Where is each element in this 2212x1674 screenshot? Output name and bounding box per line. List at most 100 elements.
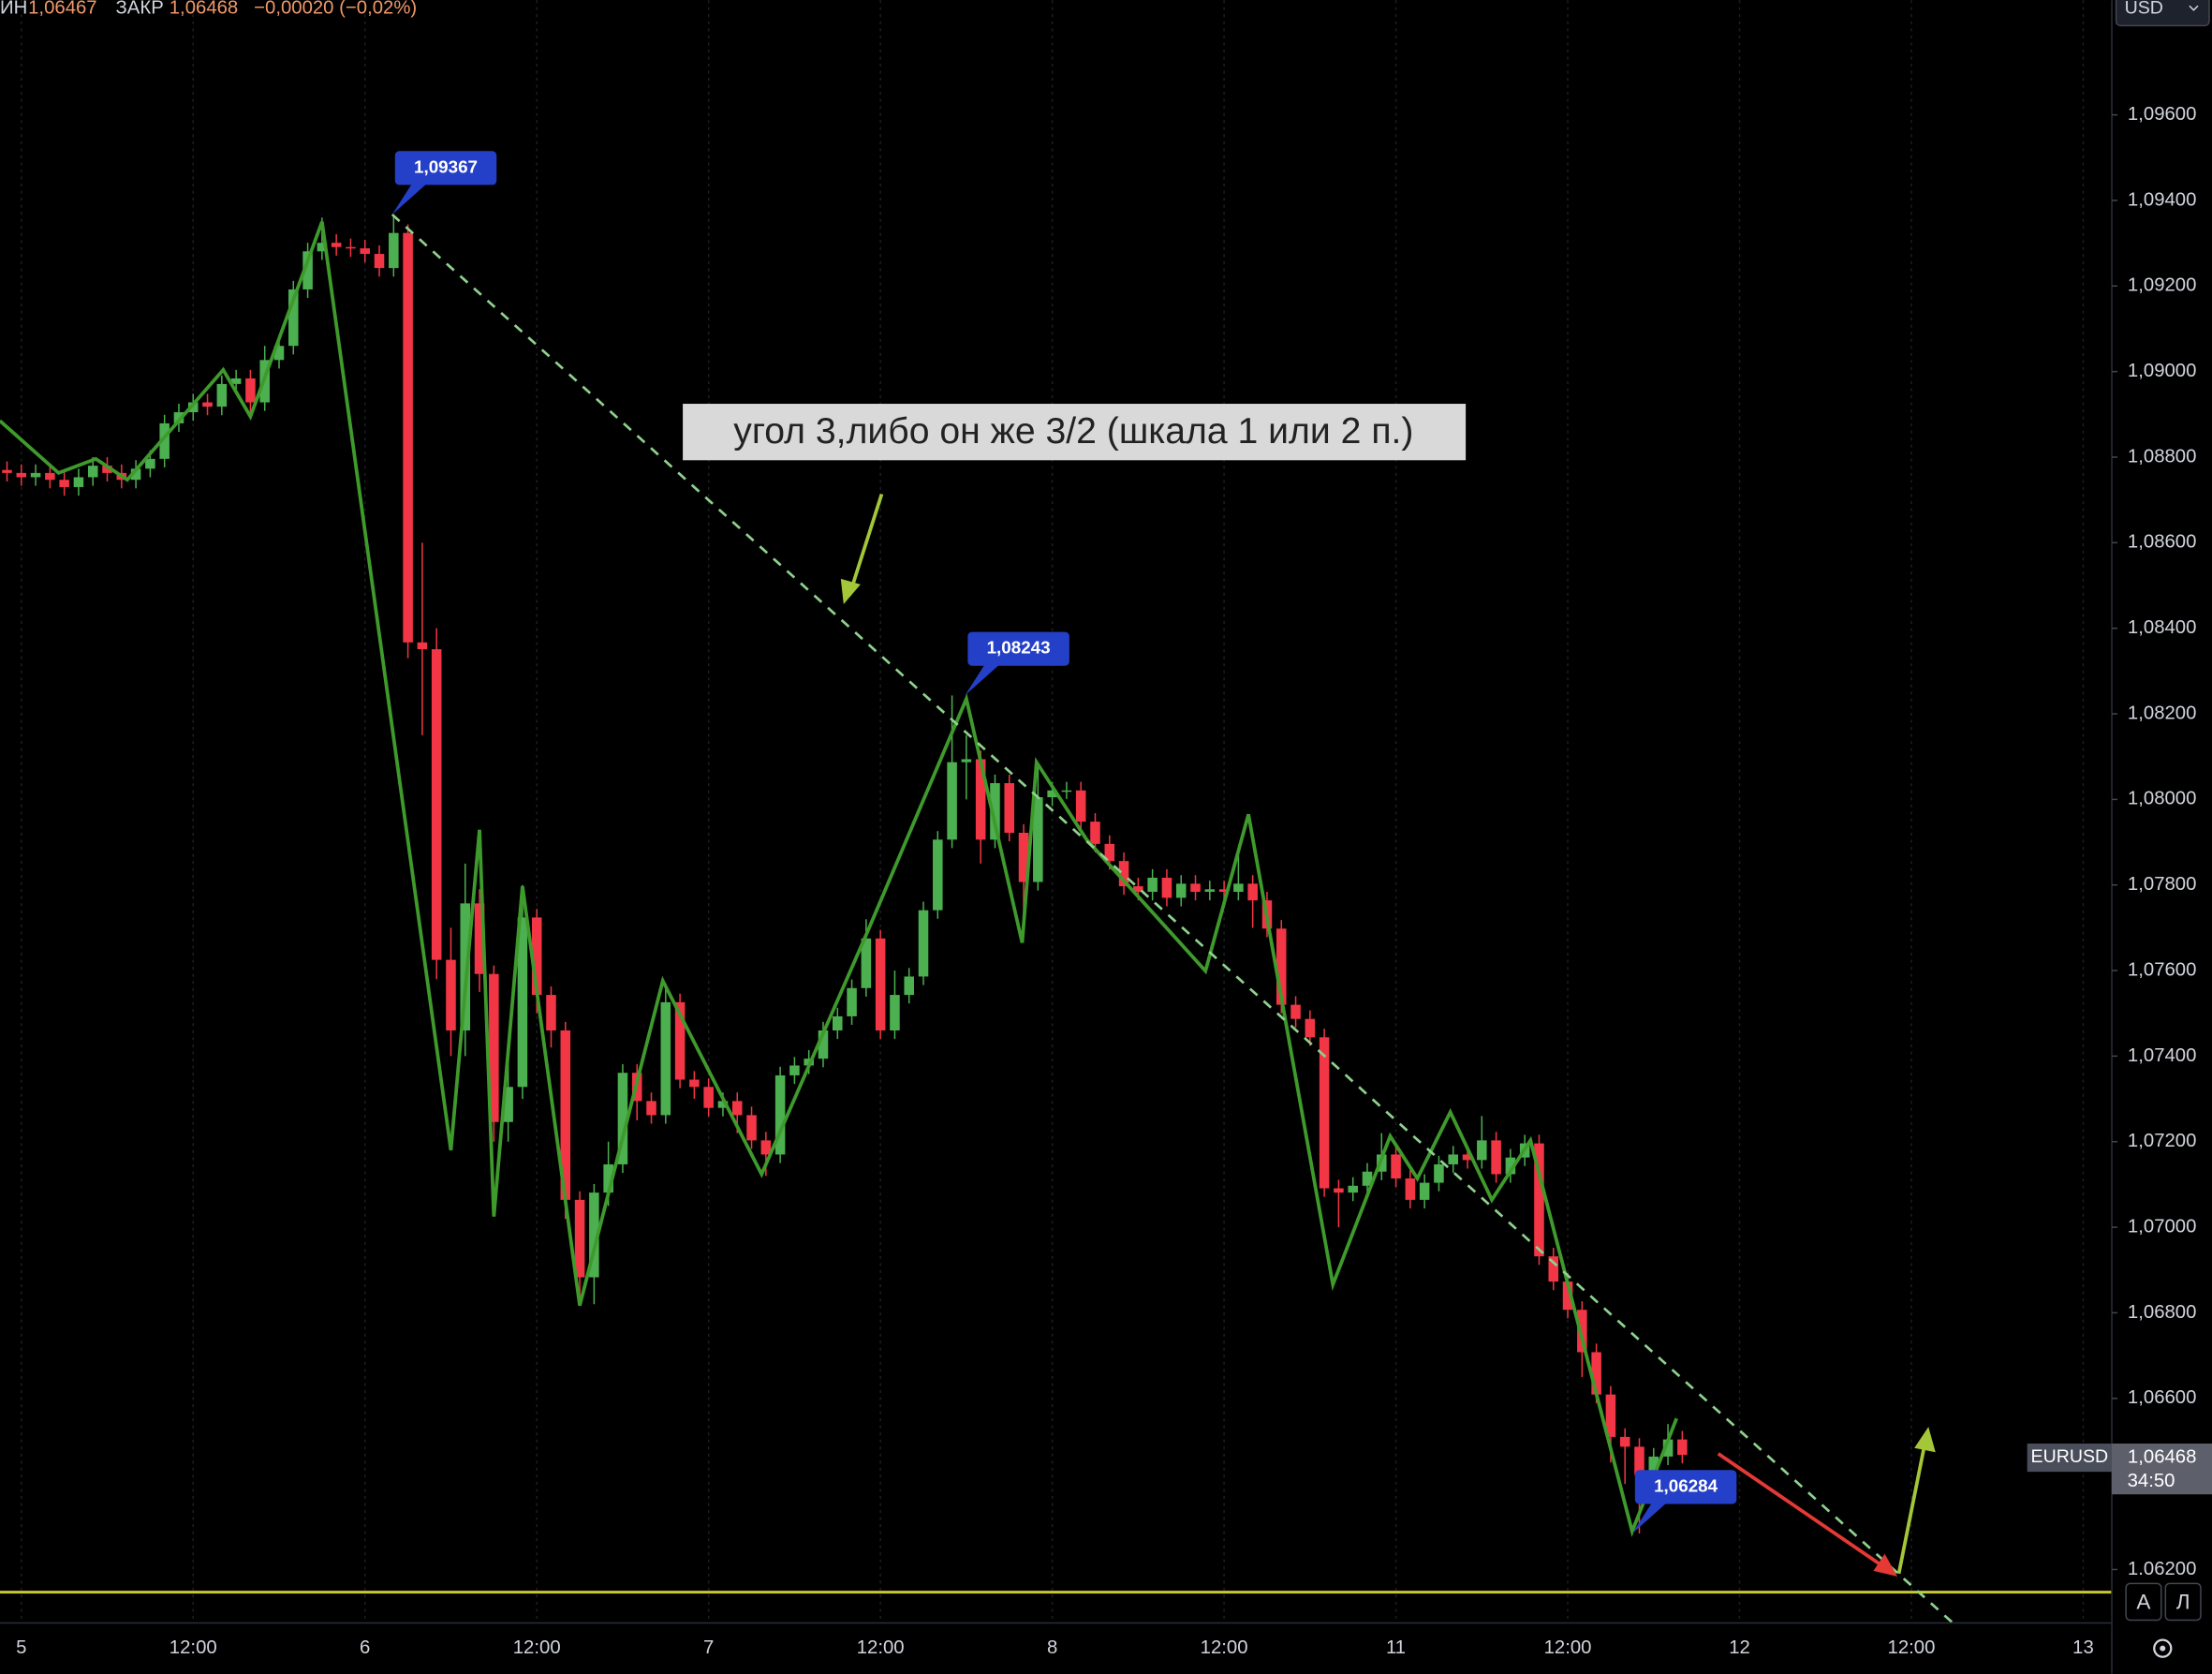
candle-body	[417, 642, 428, 650]
label-pointer	[1631, 1498, 1673, 1534]
x-tick-label: 12:00	[170, 1637, 217, 1658]
candle-body	[1548, 1256, 1559, 1282]
open-value: 1,06467	[28, 0, 96, 19]
candle-body	[660, 1001, 671, 1116]
x-tick-label: 12:00	[857, 1637, 905, 1658]
zigzag-line	[0, 221, 1678, 1537]
candle-body	[202, 402, 213, 407]
settings-icon[interactable]	[2160, 1645, 2166, 1652]
candle-body	[1161, 877, 1172, 898]
candle-body	[646, 1101, 656, 1116]
candle-body	[847, 987, 857, 1016]
candle-body	[861, 938, 872, 988]
annotation-text: угол 3,либо он же 3/2 (шкала 1 или 2 п.)	[733, 411, 1413, 452]
candle-body	[1677, 1439, 1688, 1456]
price-label: 1,08243	[987, 638, 1051, 658]
x-tick-label: 11	[1386, 1637, 1406, 1658]
x-tick-label: 12:00	[1544, 1637, 1592, 1658]
current-price-box	[2112, 1444, 2212, 1495]
candle-body	[130, 468, 141, 481]
scale-button[interactable]	[2125, 1582, 2162, 1622]
y-tick-label: 1,08800	[2128, 446, 2196, 467]
candle-body	[503, 1087, 513, 1122]
candle-body	[331, 243, 342, 247]
currency-label[interactable]: USD	[2125, 0, 2163, 18]
candle-body	[187, 402, 199, 413]
candle-body	[818, 1030, 829, 1059]
candle-body	[1047, 790, 1057, 798]
candle-body	[890, 995, 900, 1030]
candle-body	[574, 1199, 585, 1278]
candle-body	[16, 472, 27, 478]
x-tick-label: 8	[1047, 1637, 1057, 1658]
candle-body	[1175, 883, 1187, 898]
candle-body	[517, 917, 528, 1088]
annotation-box	[683, 404, 1467, 461]
candle-body	[589, 1193, 599, 1278]
scale-button-label[interactable]: A	[2136, 1590, 2151, 1613]
candle-body	[1290, 1004, 1301, 1019]
scale-button[interactable]	[2164, 1582, 2202, 1622]
y-tick-label: 1,08600	[2128, 532, 2196, 553]
label-pointer	[391, 179, 432, 215]
candle-body	[703, 1087, 714, 1108]
candle-body	[1018, 832, 1029, 882]
candle-body	[1233, 883, 1244, 893]
y-tick-label: 1,09000	[2128, 361, 2196, 381]
candle-body	[1534, 1143, 1544, 1257]
settings-button[interactable]	[2153, 1638, 2173, 1658]
candle-body	[531, 917, 542, 996]
price-label-box	[394, 151, 497, 185]
y-tick-label: 1,07200	[2128, 1131, 2196, 1151]
symbol-box	[2027, 1444, 2113, 1473]
candle-body	[30, 472, 41, 478]
candle-body	[216, 383, 228, 407]
arrow-shaft	[1717, 1452, 1889, 1571]
x-tick-label: 12:00	[1201, 1637, 1248, 1658]
y-tick-label: 1,07800	[2128, 874, 2196, 895]
x-tick-label: 6	[360, 1637, 370, 1658]
candle-body	[674, 1001, 686, 1080]
candle-body	[689, 1079, 700, 1088]
dropdown-icon[interactable]	[2189, 5, 2199, 11]
candle-body	[1133, 886, 1143, 893]
candle-body	[302, 251, 313, 289]
currency-selector[interactable]	[2115, 0, 2210, 27]
candle-body	[1276, 928, 1287, 1005]
candle-body	[317, 243, 328, 252]
y-tick-label: 1,07600	[2128, 959, 2196, 980]
candle-body	[489, 973, 499, 1122]
candle-body	[374, 254, 385, 269]
price-label-box	[1634, 1470, 1737, 1504]
y-tick-label: 1,09600	[2128, 104, 2196, 125]
x-tick-label: 12	[1729, 1637, 1750, 1658]
scale-button-label[interactable]: Л	[2176, 1590, 2190, 1613]
candle-body	[1147, 877, 1158, 893]
candle-body	[975, 759, 986, 840]
candle-body	[346, 246, 356, 249]
candle-body	[746, 1115, 757, 1141]
trend-line	[391, 214, 1954, 1624]
candle-body	[1562, 1281, 1573, 1311]
candle-body	[1362, 1171, 1373, 1186]
candle-body	[360, 248, 371, 255]
x-tick-label: 7	[703, 1637, 714, 1658]
candle-body	[1075, 790, 1086, 822]
candle-body	[1218, 889, 1230, 893]
candle-body	[918, 910, 929, 977]
candle-body	[1462, 1154, 1473, 1161]
candle-body	[173, 412, 184, 423]
candle-body	[717, 1101, 729, 1108]
candle-body	[833, 1015, 843, 1030]
candle-body	[760, 1140, 772, 1155]
candle-body	[617, 1073, 628, 1164]
y-tick-label: 1,08000	[2128, 789, 2196, 809]
candle-body	[933, 839, 943, 911]
candle-body	[1619, 1436, 1630, 1447]
y-tick-label: 1,06600	[2128, 1387, 2196, 1408]
candle-body	[1334, 1188, 1344, 1193]
y-tick-label: 1.06200	[2128, 1559, 2196, 1579]
candle-body	[474, 903, 485, 974]
